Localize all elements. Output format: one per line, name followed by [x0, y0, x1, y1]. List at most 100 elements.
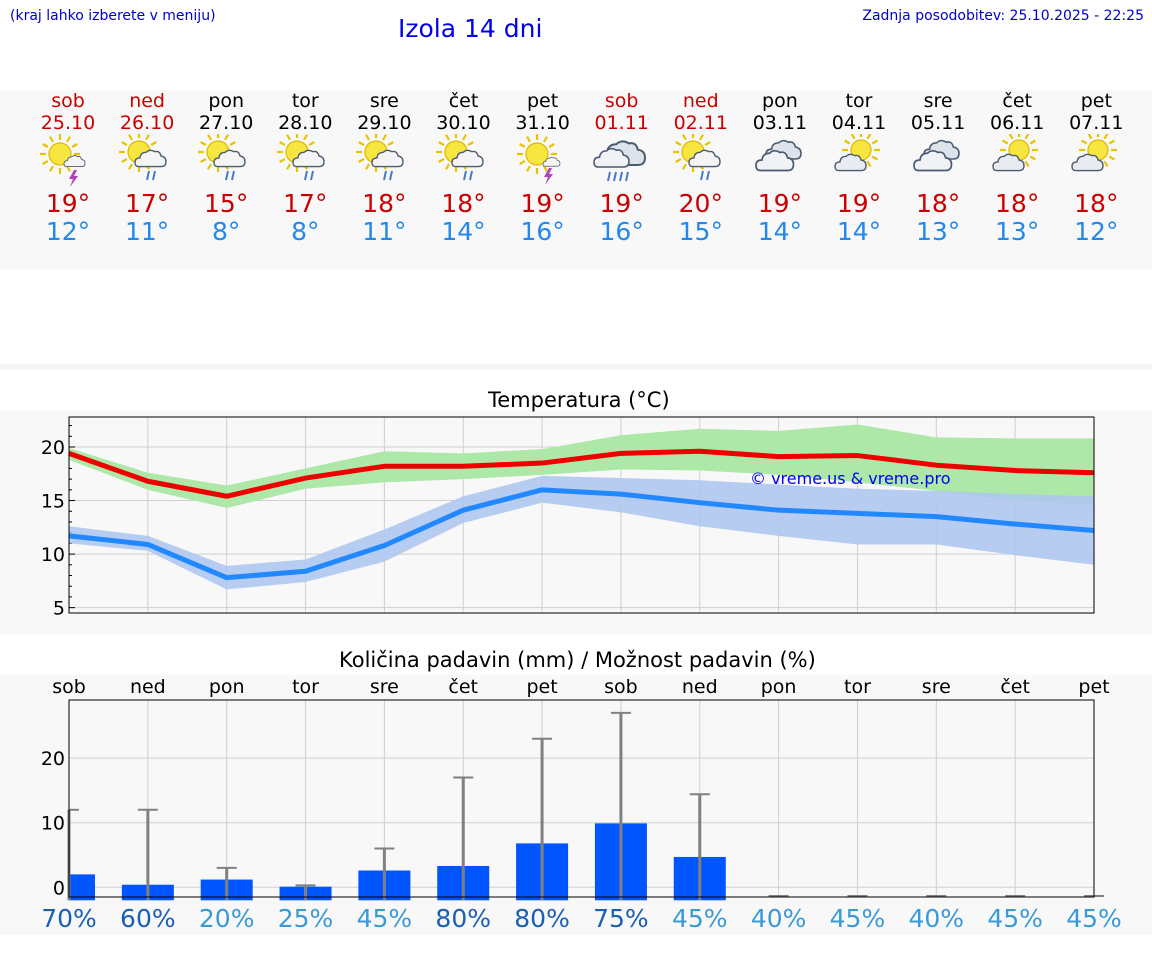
precipitation-day-label: pet	[526, 676, 558, 698]
day-date: 30.10	[436, 112, 491, 134]
day-name: čet	[448, 90, 479, 112]
day-date: 03.11	[752, 112, 808, 134]
max-temperature: 17°	[124, 189, 170, 218]
precipitation-day-label: ned	[681, 676, 718, 698]
max-temperature: 18°	[995, 189, 1040, 218]
sun-cloud-rain-icon	[435, 134, 484, 181]
y-tick-label: 0	[53, 877, 65, 899]
day-name: sob	[51, 90, 85, 112]
precipitation-probability: 80%	[514, 904, 570, 933]
sun-cloud-rain-icon	[277, 134, 325, 181]
last-updated: Zadnja posodobitev: 25.10.2025 - 22:25	[862, 8, 1144, 24]
max-temperature-line	[68, 448, 1095, 499]
cloud-icon	[755, 139, 802, 172]
sun-cloud-thunder-icon	[40, 134, 86, 187]
day-name: tor	[845, 90, 873, 112]
day-column: tor 28.10 17° 8°	[265, 90, 345, 246]
precipitation-probability: 45%	[1066, 904, 1122, 933]
sun-cloud-rain-icon	[356, 134, 405, 181]
min-temperature-line	[68, 487, 1095, 581]
min-temperature: 11°	[362, 217, 407, 246]
day-column: ned 26.10 17° 11°	[107, 90, 187, 246]
plot-frame	[68, 416, 1095, 614]
min-temperature: 14°	[441, 217, 486, 246]
max-temperature: 19°	[520, 189, 565, 218]
precipitation-probability: 40%	[908, 904, 965, 933]
day-name: pon	[208, 90, 245, 112]
sun-cloud-icon	[992, 134, 1039, 172]
sun-cloud-icon	[834, 134, 880, 172]
day-name: sre	[923, 90, 953, 112]
max-temperature-range-band	[69, 424, 1094, 509]
day-name: ned	[129, 90, 165, 112]
day-column: sre 29.10 18° 11°	[344, 90, 424, 246]
day-date: 05.11	[910, 112, 966, 134]
precipitation-bar	[69, 874, 95, 901]
max-temperature: 19°	[45, 189, 91, 218]
day-column: pon 03.11 19° 14°	[740, 90, 820, 246]
precipitation-chart: 0 10 20	[41, 699, 1104, 901]
day-column: sob 01.11 19° 16°	[582, 90, 662, 246]
max-temperature: 18°	[362, 189, 407, 218]
temperature-chart-title: Temperatura (°C)	[488, 388, 670, 412]
y-tick-label: 10	[41, 544, 65, 566]
day-date: 28.10	[278, 112, 333, 134]
sun-cloud-rain-icon	[672, 134, 721, 181]
precipitation-probability: 70%	[41, 904, 97, 933]
precipitation-probability: 20%	[198, 904, 255, 933]
day-date: 27.10	[198, 112, 254, 134]
y-tick-label: 5	[53, 598, 65, 620]
day-date: 02.11	[673, 112, 728, 134]
day-date: 25.10	[40, 112, 96, 134]
min-temperature: 12°	[45, 217, 91, 246]
day-column: ned 02.11 20° 15°	[661, 90, 741, 246]
min-temperature: 13°	[995, 217, 1040, 246]
max-temperature: 17°	[283, 189, 328, 218]
day-name: tor	[291, 90, 319, 112]
min-temperature: 16°	[520, 217, 565, 246]
y-tick-label: 20	[41, 748, 65, 770]
min-temperature: 12°	[1074, 217, 1119, 246]
precipitation-day-label: sob	[604, 676, 638, 698]
forecast-band	[0, 90, 1152, 270]
plot-area	[69, 700, 1094, 897]
day-date: 26.10	[119, 112, 175, 134]
max-temperature: 19°	[599, 189, 644, 218]
min-temperature: 16°	[599, 217, 644, 246]
precipitation-day-label: sre	[921, 676, 951, 698]
max-temperature: 20°	[678, 189, 723, 218]
precipitation-day-label: čet	[1000, 676, 1030, 698]
precipitation-day-label: tor	[292, 676, 319, 698]
precipitation-probability: 45%	[987, 904, 1043, 933]
day-name: pon	[762, 90, 798, 112]
day-column: sre 05.11 18° 13°	[898, 90, 978, 246]
day-date: 29.10	[357, 112, 412, 134]
min-temperature: 15°	[678, 217, 723, 246]
location-hint[interactable]: (kraj lahko izberete v meniju)	[10, 8, 216, 24]
max-temperature: 18°	[1074, 189, 1119, 218]
precipitation-day-label: sre	[369, 676, 399, 698]
day-date: 31.10	[515, 112, 570, 134]
day-column: pon 27.10 15° 8°	[186, 90, 266, 246]
sun-thunder-icon	[516, 134, 560, 185]
day-date: 07.11	[1069, 112, 1124, 134]
precipitation-probability: 80%	[435, 904, 491, 933]
day-column: pet 31.10 19° 16°	[503, 90, 583, 246]
day-column: pet 07.11 18° 12°	[1056, 90, 1136, 246]
cloud-icon	[913, 139, 960, 172]
precipitation-probability: 60%	[120, 904, 176, 933]
temperature-chart: 5 10 15 20 © vreme.us & vreme.pro	[41, 416, 1095, 620]
day-column: tor 04.11 19° 14°	[819, 90, 899, 246]
min-temperature-range-band	[69, 475, 1094, 590]
precipitation-day-label: ned	[129, 676, 166, 698]
precipitation-day-label: pet	[1078, 676, 1110, 698]
max-temperature: 15°	[204, 189, 249, 218]
day-name: sre	[369, 90, 399, 112]
cloud-heavy-rain-icon	[592, 140, 646, 182]
max-temperature: 19°	[836, 189, 882, 218]
min-temperature: 13°	[915, 217, 961, 246]
precipitation-day-label: sob	[52, 676, 86, 698]
precipitation-probability: 40%	[750, 904, 807, 933]
precipitation-probability: 45%	[829, 904, 886, 933]
day-date: 04.11	[831, 112, 887, 134]
